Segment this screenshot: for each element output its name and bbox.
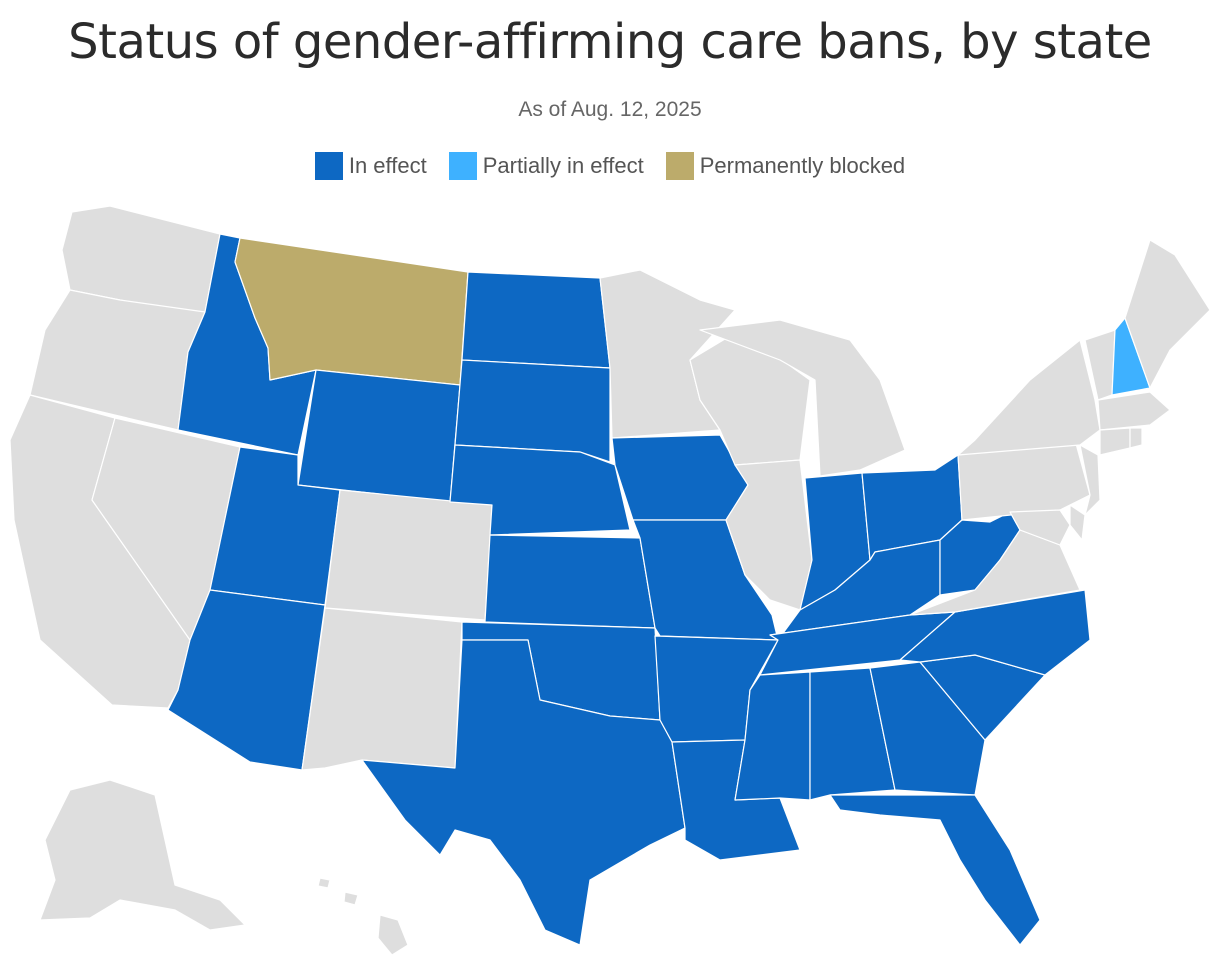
legend-label-partially-in-effect: Partially in effect <box>482 153 644 178</box>
state-ri[interactable] <box>1129 427 1143 449</box>
map-title: Status of gender-affirming care bans, by… <box>68 14 1152 70</box>
state-md[interactable] <box>1009 509 1071 546</box>
state-fl[interactable] <box>829 794 1041 946</box>
state-ny[interactable] <box>957 339 1101 456</box>
state-nm[interactable] <box>301 607 463 771</box>
legend-item-in-effect: In effect <box>314 152 427 180</box>
legend-swatch-permanently-blocked <box>665 152 694 180</box>
state-me[interactable] <box>1124 239 1211 389</box>
state-wy[interactable] <box>297 369 461 503</box>
legend-item-permanently-blocked: Permanently blocked <box>665 152 906 180</box>
state-ks[interactable] <box>484 534 656 629</box>
legend: In effect Partially in effect Permanentl… <box>0 152 1220 180</box>
legend-swatch-partially-in-effect <box>448 152 477 180</box>
state-ga[interactable] <box>869 661 986 796</box>
legend-item-partially-in-effect: Partially in effect <box>448 152 644 180</box>
state-il[interactable] <box>725 459 813 611</box>
state-nj[interactable] <box>1079 444 1101 516</box>
state-ct[interactable] <box>1099 427 1131 456</box>
map-subtitle: As of Aug. 12, 2025 <box>518 98 702 121</box>
state-de[interactable] <box>1069 504 1086 541</box>
legend-label-permanently-blocked: Permanently blocked <box>699 153 906 178</box>
state-co[interactable] <box>324 489 493 621</box>
state-mi[interactable] <box>699 319 906 477</box>
state-mt[interactable] <box>234 237 469 386</box>
state-ak[interactable] <box>39 779 246 931</box>
legend-label-in-effect: In effect <box>348 153 427 178</box>
state-ne[interactable] <box>449 444 631 536</box>
legend-swatch-in-effect <box>314 152 343 180</box>
state-al[interactable] <box>809 667 896 801</box>
state-nd[interactable] <box>461 271 611 369</box>
state-ms[interactable] <box>734 671 811 801</box>
state-ma[interactable] <box>1097 391 1171 431</box>
state-hi[interactable] <box>317 877 409 956</box>
state-tx[interactable] <box>361 639 686 946</box>
